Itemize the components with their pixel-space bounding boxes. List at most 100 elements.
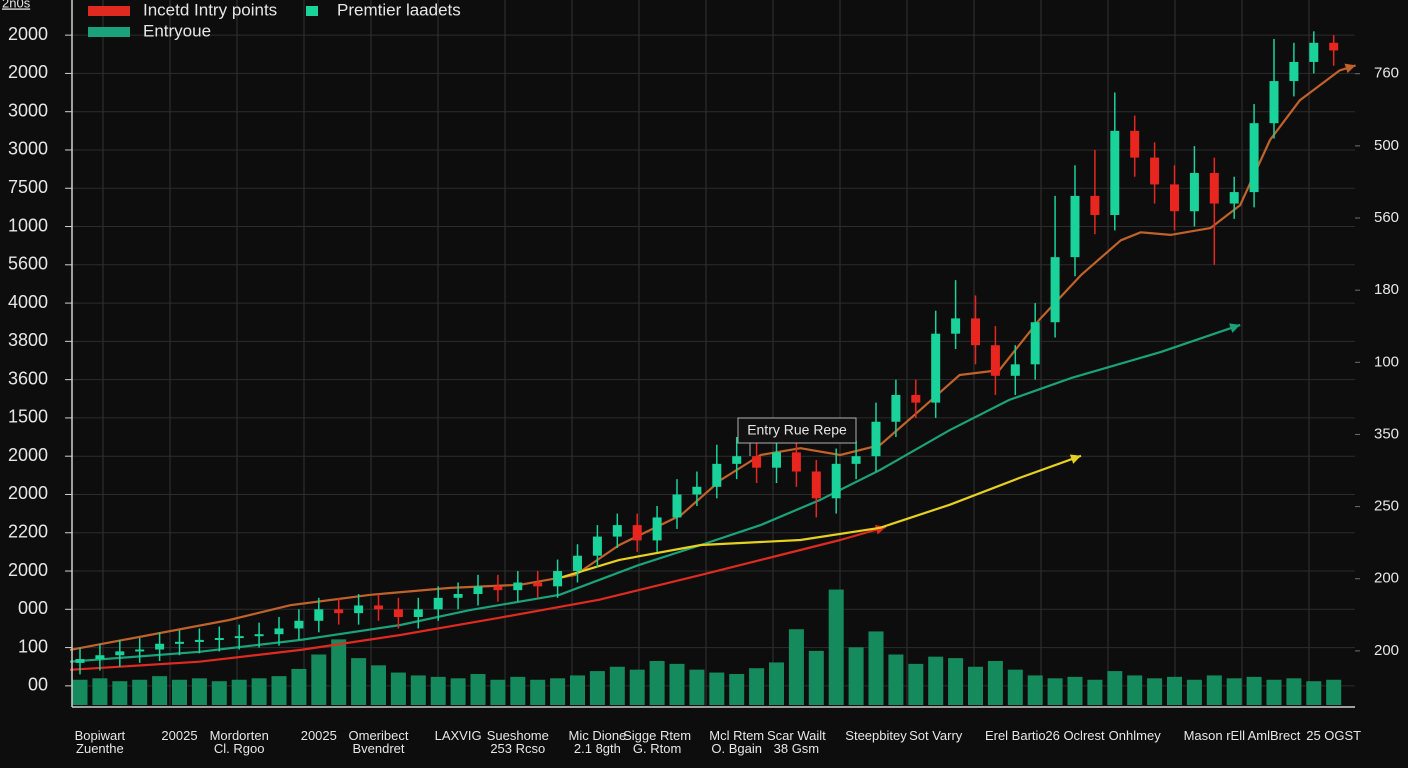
candle-body: [911, 394, 921, 403]
candle-body: [1229, 192, 1239, 204]
candle-body: [493, 586, 503, 591]
arrow-head: [1069, 454, 1081, 464]
arrow-head: [1344, 63, 1356, 74]
candle-body: [1329, 42, 1339, 51]
volume-bar: [1067, 676, 1083, 705]
volume-bar: [689, 669, 705, 705]
x-tick-label: 25 OGST: [1306, 728, 1362, 743]
candle-body: [135, 649, 145, 652]
volume-bar: [987, 660, 1003, 705]
y2-tick-label: 760: [1374, 65, 1399, 82]
candle-body: [712, 463, 722, 487]
volume-bar: [92, 678, 108, 705]
plot-area: [69, 31, 1356, 705]
volume-bar: [152, 676, 168, 705]
line-series: [559, 454, 1082, 579]
y-tick-label: 1500: [8, 407, 48, 427]
volume-bar: [291, 668, 307, 705]
candle-body: [732, 456, 742, 464]
volume-bar: [589, 671, 605, 705]
x-tick-label: Mcl Rtem O. Bgain: [709, 728, 765, 756]
candle-body: [891, 394, 901, 422]
volume-bar: [968, 666, 983, 705]
candle-body: [75, 659, 85, 663]
x-tick-label: Sueshome 253 Rcso: [486, 728, 549, 756]
volume-bar: [769, 662, 784, 705]
candle-body: [374, 605, 383, 610]
volume-bar: [450, 678, 466, 705]
volume-bar: [729, 673, 745, 705]
volume-bar: [749, 668, 765, 705]
candle-body: [1090, 195, 1100, 216]
volume-bar: [510, 676, 526, 705]
x-tick-label: 26 Oclrest: [1045, 728, 1105, 743]
volume-bar: [1266, 679, 1282, 705]
volume-bar: [570, 675, 585, 705]
candle-body: [274, 628, 284, 635]
legend-label: Entryoue: [143, 21, 211, 40]
candle-body: [1209, 172, 1219, 204]
volume-bar: [629, 669, 645, 705]
volume-bar: [709, 672, 725, 705]
y-tick-label: 2000: [8, 62, 48, 82]
candle-body: [294, 620, 304, 629]
candle-body: [1130, 130, 1140, 158]
volume-bar: [390, 672, 406, 705]
candle-body: [632, 525, 642, 541]
y2-tick-label: 250: [1374, 498, 1399, 515]
candle-body: [413, 609, 423, 617]
volume-bar: [1286, 678, 1302, 705]
candle-body: [473, 586, 483, 594]
volume-bar: [1127, 675, 1143, 705]
y-tick-label: 2000: [8, 560, 48, 580]
candle-body: [175, 641, 184, 644]
volume-bar: [1206, 675, 1222, 705]
candle-body: [393, 609, 403, 617]
volume-bar: [172, 679, 187, 705]
volume-bar: [191, 678, 207, 705]
y-tick-label: 2000: [8, 445, 48, 465]
volume-bar: [410, 675, 426, 705]
candle-body: [1309, 42, 1319, 62]
line-series: [69, 525, 887, 671]
candle-body: [573, 555, 582, 572]
volume-bar: [251, 678, 267, 705]
candle-body: [592, 536, 602, 556]
volume-bar: [112, 681, 128, 705]
candle-body: [314, 609, 324, 621]
y2-tick-label: 180: [1374, 281, 1399, 298]
candle-body: [1189, 172, 1199, 212]
y-tick-label: 4000: [8, 292, 48, 312]
candle-body: [871, 421, 881, 457]
candle-body: [194, 639, 204, 642]
volume-bar: [928, 656, 944, 705]
candle-body: [652, 517, 662, 541]
volume-bar: [371, 665, 386, 705]
x-tick-label: Scar Wailt 38 Gsm: [767, 728, 826, 756]
legend-swatch: [88, 27, 130, 37]
volume-bar: [351, 658, 367, 705]
candle-body: [155, 643, 165, 650]
arrow-head: [1229, 323, 1241, 333]
volume-bar: [530, 679, 546, 705]
y2-tick-label: 500: [1374, 137, 1399, 154]
volume-bar: [868, 631, 884, 705]
annotation: Entry Rue Repe: [747, 422, 847, 438]
y-tick-label: 100: [18, 636, 48, 656]
volume-bar: [848, 647, 864, 705]
y-tick-label: 2000: [8, 24, 48, 44]
volume-bar: [1107, 671, 1123, 705]
candle-body: [234, 636, 244, 639]
candle-body: [115, 651, 125, 656]
candle-body: [851, 456, 861, 464]
candle-body: [1110, 130, 1120, 216]
volume-bar: [609, 666, 625, 705]
volume-bar: [1306, 681, 1322, 705]
y-tick-label: 7500: [8, 177, 48, 197]
volume-bar: [828, 589, 844, 705]
x-tick-label: Steepbitey: [845, 728, 907, 743]
volume-bar: [1147, 678, 1163, 705]
